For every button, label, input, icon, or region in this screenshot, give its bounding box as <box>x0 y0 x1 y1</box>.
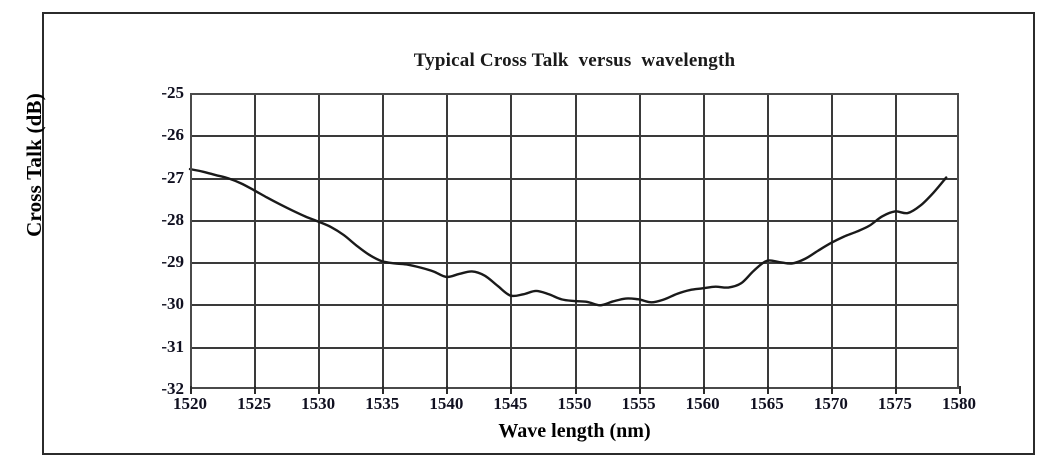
gridline-vertical <box>638 93 641 389</box>
x-tick-label: 1570 <box>813 394 848 413</box>
y-axis-tick-labels: -25 -26 -27 -28 -29 -30 -31 -32 <box>132 83 184 398</box>
x-tick-label: 1535 <box>365 394 400 413</box>
x-tick-mark <box>190 386 192 394</box>
gridline-vertical <box>830 93 833 389</box>
figure-frame <box>42 12 1035 455</box>
gridline-vertical <box>318 93 321 389</box>
x-tick-mark <box>254 386 257 394</box>
y-tick-label: -28 <box>161 209 184 229</box>
x-tick-label: 1560 <box>685 394 720 413</box>
gridline-vertical <box>254 93 257 389</box>
y-axis-title: Cross Talk (dB) <box>21 93 46 237</box>
x-axis-title: Wave length (nm) <box>498 420 651 442</box>
x-axis-tick-labels: 1520 1525 1530 1535 1540 1545 1550 1555 1560 1565… <box>173 386 976 418</box>
data-series-layer <box>188 167 948 307</box>
x-tick-mark <box>382 386 385 394</box>
x-tick-mark <box>894 386 897 394</box>
gridline-vertical <box>446 93 449 389</box>
x-tick-label: 1550 <box>557 394 592 413</box>
gridline-vertical <box>510 93 513 389</box>
series-line-cross-talk <box>188 167 948 307</box>
y-axis-title-wrapper: Cross Talk (dB) <box>19 35 49 295</box>
y-tick-label: -30 <box>161 294 184 314</box>
x-tick-label: 1525 <box>237 394 272 413</box>
gridline-vertical <box>894 93 897 389</box>
x-tick-mark <box>318 386 321 394</box>
gridline-vertical <box>574 93 577 389</box>
x-tick-label: 1545 <box>493 394 528 413</box>
x-tick-label: 1530 <box>301 394 336 413</box>
plot-area <box>188 93 959 389</box>
x-tick-mark <box>766 386 769 394</box>
x-tick-label: 1540 <box>429 394 464 413</box>
y-tick-label: -29 <box>161 252 184 272</box>
y-tick-label: -26 <box>161 125 184 145</box>
x-tick-mark <box>638 386 641 394</box>
y-tick-label: -27 <box>161 167 184 187</box>
x-tick-mark <box>959 386 961 394</box>
gridline-vertical <box>702 93 705 389</box>
x-tick-label: 1520 <box>173 394 207 413</box>
y-tick-label: -31 <box>161 336 184 356</box>
y-tick-label: -32 <box>161 379 184 398</box>
x-tick-mark <box>702 386 705 394</box>
y-tick-label: -25 <box>161 83 184 102</box>
x-tick-mark <box>574 386 577 394</box>
chart-title: Typical Cross Talk versus wavelength <box>413 50 736 71</box>
gridline-vertical <box>766 93 769 389</box>
x-tick-label: 1575 <box>877 394 912 413</box>
x-tick-label: 1565 <box>749 394 784 413</box>
x-tick-label: 1555 <box>621 394 656 413</box>
x-tick-mark <box>510 386 513 394</box>
x-tick-mark <box>446 386 449 394</box>
gridline-vertical <box>382 93 385 389</box>
x-tick-mark <box>830 386 833 394</box>
x-tick-label: 1580 <box>942 394 976 413</box>
